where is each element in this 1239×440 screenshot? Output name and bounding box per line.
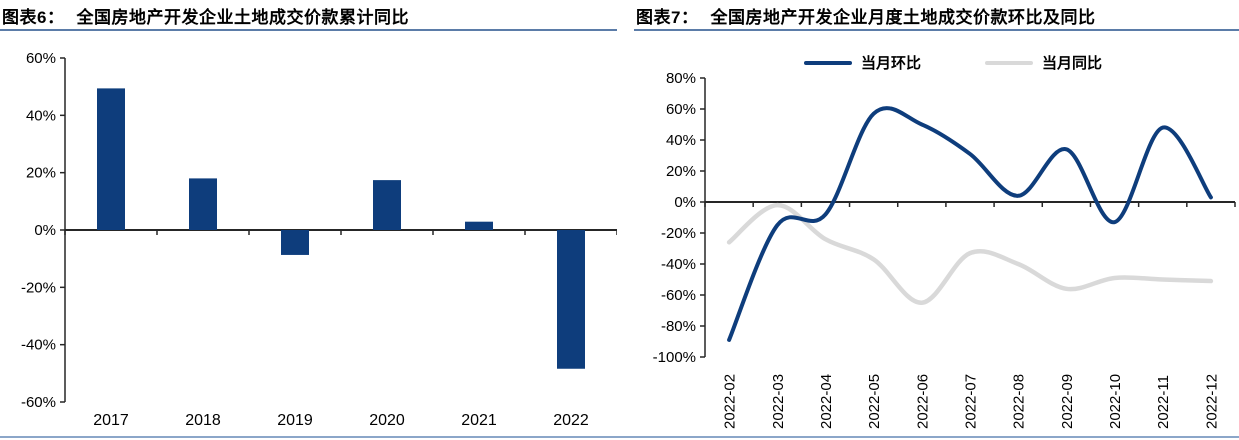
x-tick-label: 2017 — [93, 412, 129, 429]
chart-legend: 当月环比 当月同比 — [804, 52, 1102, 73]
x-tick-label: 2022-06 — [914, 374, 931, 429]
line-chart: 80% 60% 40% 20% 0% -20% -40% -60% -80% -100% 2022-… — [653, 70, 1236, 429]
x-tick-label: 2019 — [277, 412, 313, 429]
bar-2022 — [557, 230, 585, 369]
legend-item-yoy: 当月同比 — [985, 52, 1102, 73]
right-chart-label: 图表7： — [636, 8, 699, 27]
y-tick-label: 60% — [666, 101, 696, 118]
x-tick-label: 2022-04 — [818, 374, 835, 429]
y-tick-label: -60% — [21, 394, 56, 411]
left-chart-title: 图表6： 全国房地产开发企业土地成交价款累计同比 — [2, 3, 409, 28]
y-tick-label: -80% — [661, 318, 696, 335]
x-tick-label: 2018 — [185, 412, 221, 429]
y-tick-label: -60% — [661, 287, 696, 304]
legend-item-mom: 当月环比 — [804, 52, 921, 73]
x-tick-label: 2021 — [461, 412, 497, 429]
y-tick-label: 60% — [26, 50, 56, 67]
x-tick-label: 2022-02 — [722, 374, 739, 429]
legend-line-yoy-icon — [985, 60, 1034, 65]
y-tick-label: 40% — [666, 132, 696, 149]
y-tick-label: 0% — [674, 194, 696, 211]
y-tick-label: -40% — [21, 337, 56, 354]
y-tick-label: 40% — [26, 107, 56, 124]
y-tick-label: -40% — [661, 256, 696, 273]
bar-2021 — [465, 221, 493, 230]
left-chart-title-text: 全国房地产开发企业土地成交价款累计同比 — [76, 8, 409, 27]
x-tick-label: 2022 — [553, 412, 589, 429]
y-tick-label: -20% — [661, 225, 696, 242]
chart-panel-right: 图表7： 全国房地产开发企业月度土地成交价款环比及同比 当月环比 当月同比 80%… — [634, 0, 1239, 440]
x-tick-label: 2022-09 — [1059, 374, 1076, 429]
x-tick-label: 2022-12 — [1203, 374, 1220, 429]
series-line-mom — [727, 106, 1213, 342]
bar-2018 — [189, 178, 217, 230]
y-tick-label: 80% — [666, 70, 696, 87]
y-tick-label: -100% — [653, 349, 696, 366]
bar-2019 — [281, 230, 309, 255]
x-tick-label: 2022-10 — [1107, 374, 1124, 429]
legend-line-mom-icon — [804, 60, 852, 65]
left-chart-label: 图表6： — [2, 8, 65, 27]
legend-label-mom: 当月环比 — [861, 55, 922, 72]
y-tick-label: 0% — [34, 222, 56, 239]
left-title-underline — [0, 29, 617, 31]
x-tick-label: 2020 — [369, 412, 405, 429]
right-chart-title-text: 全国房地产开发企业月度土地成交价款环比及同比 — [710, 8, 1096, 27]
bar-2020 — [373, 180, 401, 230]
bar-2017 — [97, 88, 125, 231]
x-tick-label: 2022-07 — [963, 374, 980, 429]
bar-chart: 60% 40% 20% 0% -20% -40% -60% 2017 2018 2019 2020 2… — [21, 50, 617, 429]
chart-panel-left: 图表6： 全国房地产开发企业土地成交价款累计同比 60% 40% 20% 0% -20% -… — [0, 0, 617, 440]
series-line-yoy — [726, 202, 1214, 305]
right-title-underline — [634, 29, 1239, 31]
right-chart-title: 图表7： 全国房地产开发企业月度土地成交价款环比及同比 — [636, 3, 1095, 28]
legend-label-yoy: 当月同比 — [1042, 55, 1103, 72]
x-tick-label: 2022-05 — [866, 374, 883, 429]
page-bottom-rule — [0, 436, 1239, 438]
y-tick-label: 20% — [26, 165, 56, 182]
x-tick-label: 2022-11 — [1155, 375, 1172, 429]
y-tick-label: 20% — [666, 163, 696, 180]
x-tick-label: 2022-08 — [1011, 374, 1028, 429]
x-tick-label: 2022-03 — [770, 374, 787, 429]
y-tick-label: -20% — [21, 279, 56, 296]
